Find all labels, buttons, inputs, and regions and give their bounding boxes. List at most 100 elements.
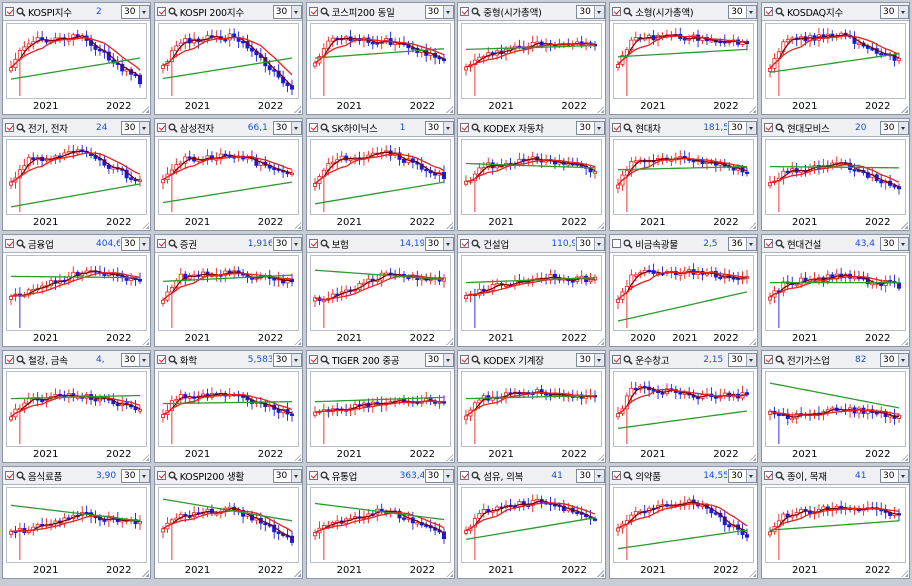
period-select[interactable]: 30 bbox=[121, 352, 150, 367]
panel-checkbox[interactable] bbox=[5, 239, 14, 248]
magnifier-icon[interactable] bbox=[775, 7, 785, 17]
period-select[interactable]: 30 bbox=[728, 468, 758, 483]
panel-checkbox[interactable] bbox=[460, 123, 470, 132]
period-select[interactable]: 30 bbox=[576, 120, 606, 135]
chevron-down-icon[interactable] bbox=[442, 121, 453, 134]
chevron-down-icon[interactable] bbox=[139, 5, 149, 18]
chevron-down-icon[interactable] bbox=[442, 5, 453, 18]
chevron-down-icon[interactable] bbox=[290, 237, 301, 250]
panel-checkbox[interactable] bbox=[156, 7, 166, 16]
panel-checkbox[interactable] bbox=[460, 355, 470, 364]
resize-grip-icon[interactable] bbox=[749, 454, 757, 461]
resize-grip-icon[interactable] bbox=[293, 454, 301, 461]
chevron-down-icon[interactable] bbox=[897, 353, 908, 366]
magnifier-icon[interactable] bbox=[775, 123, 785, 133]
period-select[interactable]: 30 bbox=[576, 468, 606, 483]
period-select[interactable]: 30 bbox=[879, 352, 909, 367]
period-select[interactable]: 36 bbox=[728, 236, 758, 251]
period-select[interactable]: 30 bbox=[728, 120, 758, 135]
panel-checkbox[interactable] bbox=[460, 239, 470, 248]
chevron-down-icon[interactable] bbox=[594, 5, 605, 18]
resize-grip-icon[interactable] bbox=[142, 222, 149, 229]
magnifier-icon[interactable] bbox=[471, 239, 481, 249]
magnifier-icon[interactable] bbox=[16, 7, 26, 17]
period-select[interactable]: 30 bbox=[121, 4, 150, 19]
chevron-down-icon[interactable] bbox=[139, 469, 149, 482]
period-select[interactable]: 30 bbox=[728, 352, 758, 367]
magnifier-icon[interactable] bbox=[623, 239, 633, 249]
panel-checkbox[interactable] bbox=[763, 471, 773, 480]
chevron-down-icon[interactable] bbox=[897, 5, 908, 18]
magnifier-icon[interactable] bbox=[623, 471, 633, 481]
chevron-down-icon[interactable] bbox=[442, 353, 453, 366]
resize-grip-icon[interactable] bbox=[749, 570, 757, 577]
panel-checkbox[interactable] bbox=[612, 123, 622, 132]
period-select[interactable]: 30 bbox=[879, 468, 909, 483]
magnifier-icon[interactable] bbox=[623, 355, 633, 365]
period-select[interactable]: 30 bbox=[424, 120, 454, 135]
panel-checkbox[interactable] bbox=[156, 355, 166, 364]
magnifier-icon[interactable] bbox=[775, 355, 785, 365]
period-select[interactable]: 30 bbox=[576, 4, 606, 19]
panel-checkbox[interactable] bbox=[5, 355, 14, 364]
magnifier-icon[interactable] bbox=[168, 239, 178, 249]
panel-checkbox[interactable] bbox=[763, 123, 773, 132]
magnifier-icon[interactable] bbox=[320, 123, 330, 133]
period-select[interactable]: 30 bbox=[728, 4, 758, 19]
resize-grip-icon[interactable] bbox=[900, 222, 908, 229]
magnifier-icon[interactable] bbox=[168, 355, 178, 365]
magnifier-icon[interactable] bbox=[320, 7, 330, 17]
panel-checkbox[interactable] bbox=[612, 471, 622, 480]
panel-checkbox[interactable] bbox=[612, 355, 622, 364]
magnifier-icon[interactable] bbox=[623, 7, 633, 17]
resize-grip-icon[interactable] bbox=[445, 570, 453, 577]
panel-checkbox[interactable] bbox=[5, 123, 14, 132]
magnifier-icon[interactable] bbox=[471, 123, 481, 133]
chevron-down-icon[interactable] bbox=[594, 469, 605, 482]
resize-grip-icon[interactable] bbox=[445, 338, 453, 345]
period-select[interactable]: 30 bbox=[272, 4, 302, 19]
magnifier-icon[interactable] bbox=[320, 471, 330, 481]
chevron-down-icon[interactable] bbox=[139, 237, 149, 250]
period-select[interactable]: 30 bbox=[272, 120, 302, 135]
period-select[interactable]: 30 bbox=[272, 352, 302, 367]
period-select[interactable]: 30 bbox=[576, 236, 606, 251]
chevron-down-icon[interactable] bbox=[746, 5, 757, 18]
magnifier-icon[interactable] bbox=[775, 239, 785, 249]
resize-grip-icon[interactable] bbox=[597, 338, 605, 345]
resize-grip-icon[interactable] bbox=[900, 454, 908, 461]
magnifier-icon[interactable] bbox=[775, 471, 785, 481]
period-select[interactable]: 30 bbox=[272, 468, 302, 483]
resize-grip-icon[interactable] bbox=[293, 222, 301, 229]
magnifier-icon[interactable] bbox=[16, 239, 26, 249]
chevron-down-icon[interactable] bbox=[897, 121, 908, 134]
resize-grip-icon[interactable] bbox=[142, 338, 149, 345]
chevron-down-icon[interactable] bbox=[442, 469, 453, 482]
magnifier-icon[interactable] bbox=[471, 471, 481, 481]
magnifier-icon[interactable] bbox=[471, 355, 481, 365]
resize-grip-icon[interactable] bbox=[597, 570, 605, 577]
panel-checkbox[interactable] bbox=[5, 471, 14, 480]
panel-checkbox[interactable] bbox=[308, 239, 318, 248]
magnifier-icon[interactable] bbox=[16, 123, 26, 133]
panel-checkbox[interactable] bbox=[612, 7, 622, 16]
chevron-down-icon[interactable] bbox=[290, 353, 301, 366]
resize-grip-icon[interactable] bbox=[293, 570, 301, 577]
panel-checkbox[interactable] bbox=[763, 7, 773, 16]
period-select[interactable]: 30 bbox=[424, 468, 454, 483]
panel-checkbox[interactable] bbox=[763, 355, 773, 364]
chevron-down-icon[interactable] bbox=[594, 237, 605, 250]
panel-checkbox[interactable] bbox=[156, 239, 166, 248]
resize-grip-icon[interactable] bbox=[142, 106, 149, 113]
magnifier-icon[interactable] bbox=[168, 123, 178, 133]
period-select[interactable]: 30 bbox=[272, 236, 302, 251]
panel-checkbox[interactable] bbox=[308, 355, 318, 364]
panel-checkbox[interactable] bbox=[308, 123, 318, 132]
resize-grip-icon[interactable] bbox=[445, 106, 453, 113]
panel-checkbox[interactable] bbox=[5, 7, 14, 16]
resize-grip-icon[interactable] bbox=[142, 454, 149, 461]
magnifier-icon[interactable] bbox=[320, 355, 330, 365]
resize-grip-icon[interactable] bbox=[597, 454, 605, 461]
resize-grip-icon[interactable] bbox=[597, 106, 605, 113]
resize-grip-icon[interactable] bbox=[900, 106, 908, 113]
